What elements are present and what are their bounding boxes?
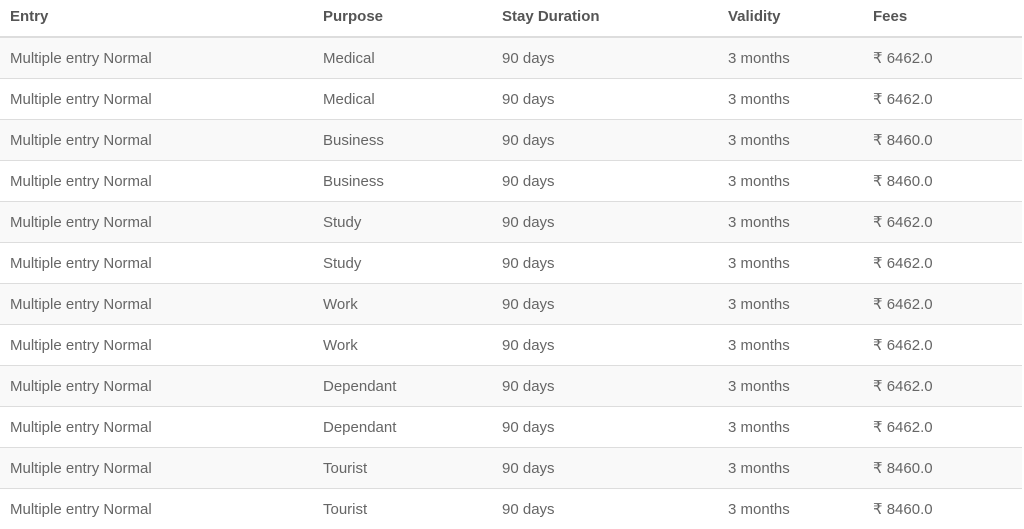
cell-stay-duration: 90 days [492, 37, 718, 79]
cell-validity: 3 months [718, 243, 863, 284]
cell-entry: Multiple entry Normal [0, 284, 313, 325]
cell-purpose: Study [313, 202, 492, 243]
cell-fees: ₹ 6462.0 [863, 202, 1022, 243]
column-header-purpose: Purpose [313, 0, 492, 37]
cell-stay-duration: 90 days [492, 202, 718, 243]
cell-entry: Multiple entry Normal [0, 366, 313, 407]
cell-entry: Multiple entry Normal [0, 37, 313, 79]
cell-purpose: Tourist [313, 448, 492, 489]
cell-entry: Multiple entry Normal [0, 325, 313, 366]
cell-stay-duration: 90 days [492, 161, 718, 202]
cell-entry: Multiple entry Normal [0, 79, 313, 120]
cell-purpose: Study [313, 243, 492, 284]
cell-validity: 3 months [718, 325, 863, 366]
cell-stay-duration: 90 days [492, 79, 718, 120]
cell-entry: Multiple entry Normal [0, 161, 313, 202]
cell-stay-duration: 90 days [492, 284, 718, 325]
cell-entry: Multiple entry Normal [0, 489, 313, 529]
cell-fees: ₹ 8460.0 [863, 489, 1022, 529]
cell-purpose: Work [313, 325, 492, 366]
cell-fees: ₹ 6462.0 [863, 407, 1022, 448]
cell-purpose: Tourist [313, 489, 492, 529]
cell-validity: 3 months [718, 448, 863, 489]
cell-validity: 3 months [718, 489, 863, 529]
cell-stay-duration: 90 days [492, 325, 718, 366]
cell-validity: 3 months [718, 161, 863, 202]
cell-entry: Multiple entry Normal [0, 407, 313, 448]
cell-purpose: Business [313, 161, 492, 202]
cell-validity: 3 months [718, 284, 863, 325]
cell-fees: ₹ 6462.0 [863, 37, 1022, 79]
cell-fees: ₹ 8460.0 [863, 120, 1022, 161]
cell-entry: Multiple entry Normal [0, 120, 313, 161]
cell-purpose: Dependant [313, 407, 492, 448]
cell-purpose: Business [313, 120, 492, 161]
cell-entry: Multiple entry Normal [0, 448, 313, 489]
cell-validity: 3 months [718, 37, 863, 79]
cell-validity: 3 months [718, 407, 863, 448]
cell-fees: ₹ 6462.0 [863, 366, 1022, 407]
cell-validity: 3 months [718, 202, 863, 243]
column-header-entry: Entry [0, 0, 313, 37]
cell-fees: ₹ 8460.0 [863, 448, 1022, 489]
cell-validity: 3 months [718, 120, 863, 161]
column-header-validity: Validity [718, 0, 863, 37]
cell-stay-duration: 90 days [492, 120, 718, 161]
cell-purpose: Work [313, 284, 492, 325]
cell-fees: ₹ 6462.0 [863, 284, 1022, 325]
cell-stay-duration: 90 days [492, 243, 718, 284]
cell-stay-duration: 90 days [492, 489, 718, 529]
cell-fees: ₹ 6462.0 [863, 79, 1022, 120]
cell-purpose: Medical [313, 79, 492, 120]
cell-stay-duration: 90 days [492, 366, 718, 407]
column-header-fees: Fees [863, 0, 1022, 37]
cell-fees: ₹ 6462.0 [863, 243, 1022, 284]
cell-stay-duration: 90 days [492, 448, 718, 489]
cell-entry: Multiple entry Normal [0, 202, 313, 243]
cell-purpose: Medical [313, 37, 492, 79]
cell-entry: Multiple entry Normal [0, 243, 313, 284]
cell-fees: ₹ 6462.0 [863, 325, 1022, 366]
cell-validity: 3 months [718, 366, 863, 407]
cell-stay-duration: 90 days [492, 407, 718, 448]
cell-validity: 3 months [718, 79, 863, 120]
column-header-stay-duration: Stay Duration [492, 0, 718, 37]
cell-purpose: Dependant [313, 366, 492, 407]
cell-fees: ₹ 8460.0 [863, 161, 1022, 202]
